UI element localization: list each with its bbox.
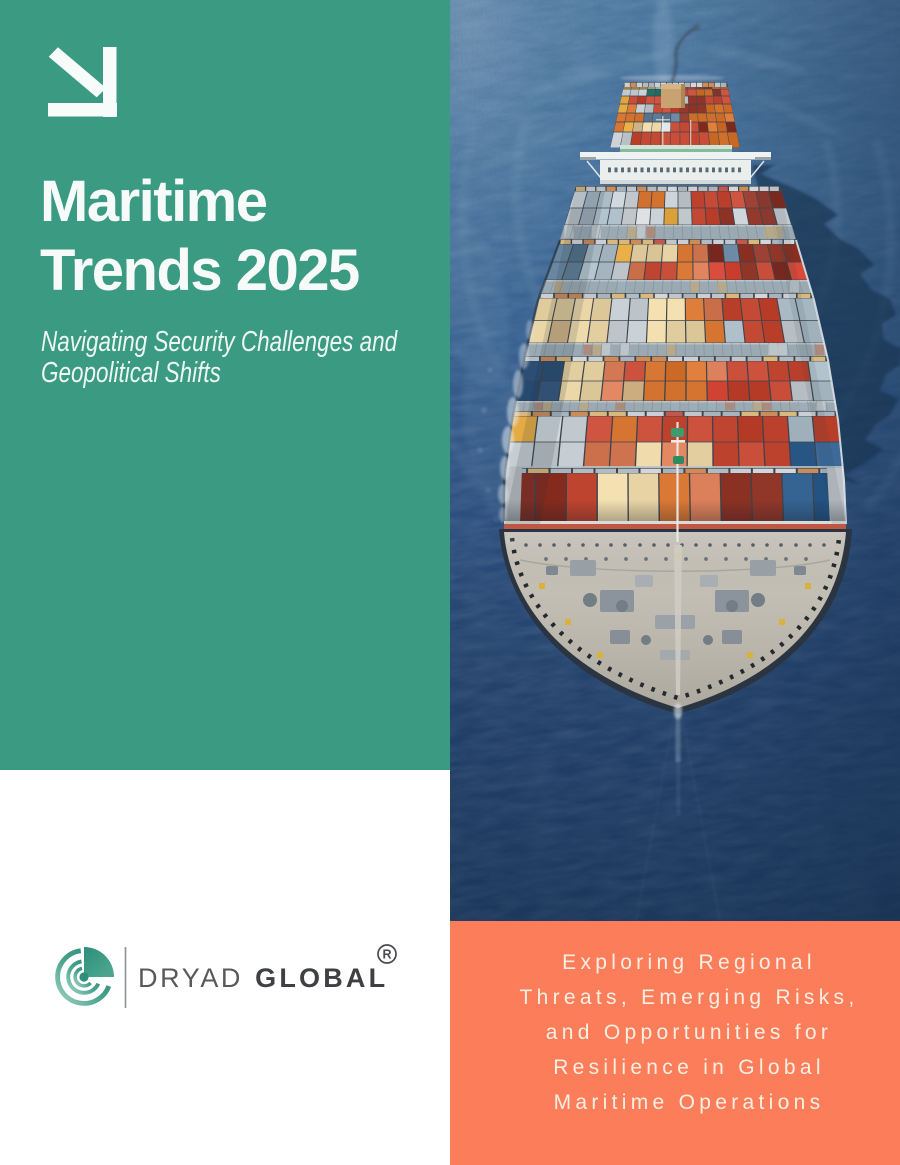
svg-text:DRYAD GLOBAL: DRYAD GLOBAL: [138, 963, 388, 993]
svg-text:R: R: [382, 948, 391, 962]
